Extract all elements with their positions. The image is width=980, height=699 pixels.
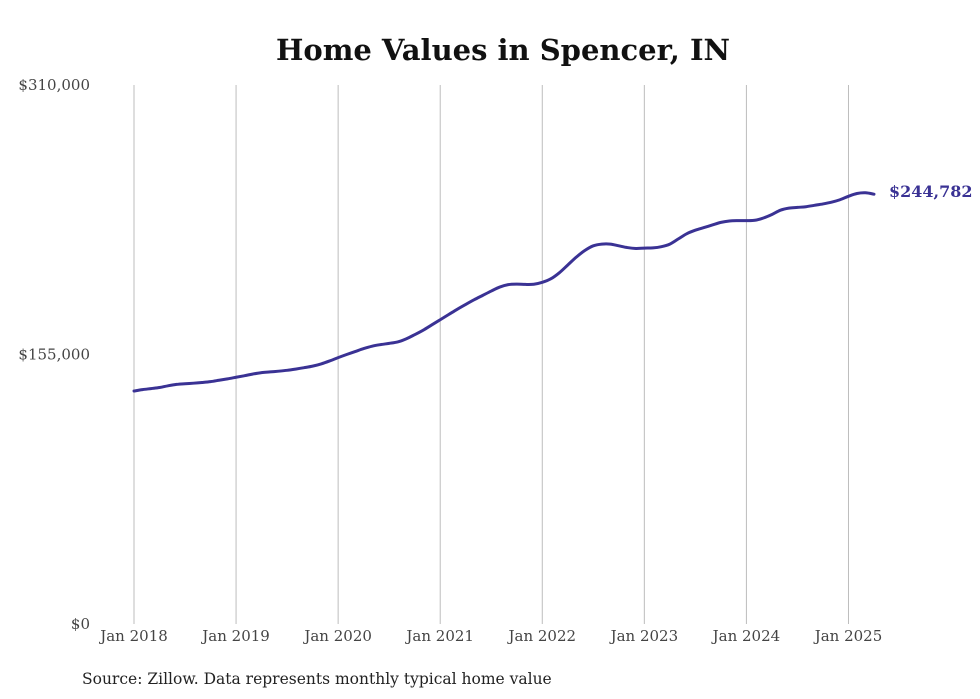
last-value-label: $244,782 [889, 182, 973, 201]
y-tick-label: $310,000 [18, 76, 90, 94]
y-tick-label: $155,000 [18, 346, 90, 364]
x-tick-label: Jan 2024 [711, 627, 781, 645]
x-tick-label: Jan 2023 [609, 627, 679, 645]
series-line-0 [132, 191, 876, 393]
x-tick-label: Jan 2020 [302, 627, 372, 645]
series-layer [132, 191, 876, 393]
x-tick-label: Jan 2021 [404, 627, 474, 645]
gridlines [133, 85, 849, 624]
source-note: Source: Zillow. Data represents monthly … [82, 670, 552, 688]
x-tick-label: Jan 2022 [506, 627, 576, 645]
chart-title: Home Values in Spencer, IN [276, 33, 730, 67]
y-tick-label: $0 [71, 615, 90, 633]
x-axis-ticks: Jan 2018 Jan 2019 Jan 2020 Jan 2021 Jan 2022… [98, 627, 882, 645]
x-tick-label: Jan 2025 [813, 627, 883, 645]
x-tick-label: Jan 2019 [200, 627, 270, 645]
x-tick-label: Jan 2018 [98, 627, 168, 645]
y-axis-ticks: $310,000 $155,000 $0 [18, 76, 90, 633]
